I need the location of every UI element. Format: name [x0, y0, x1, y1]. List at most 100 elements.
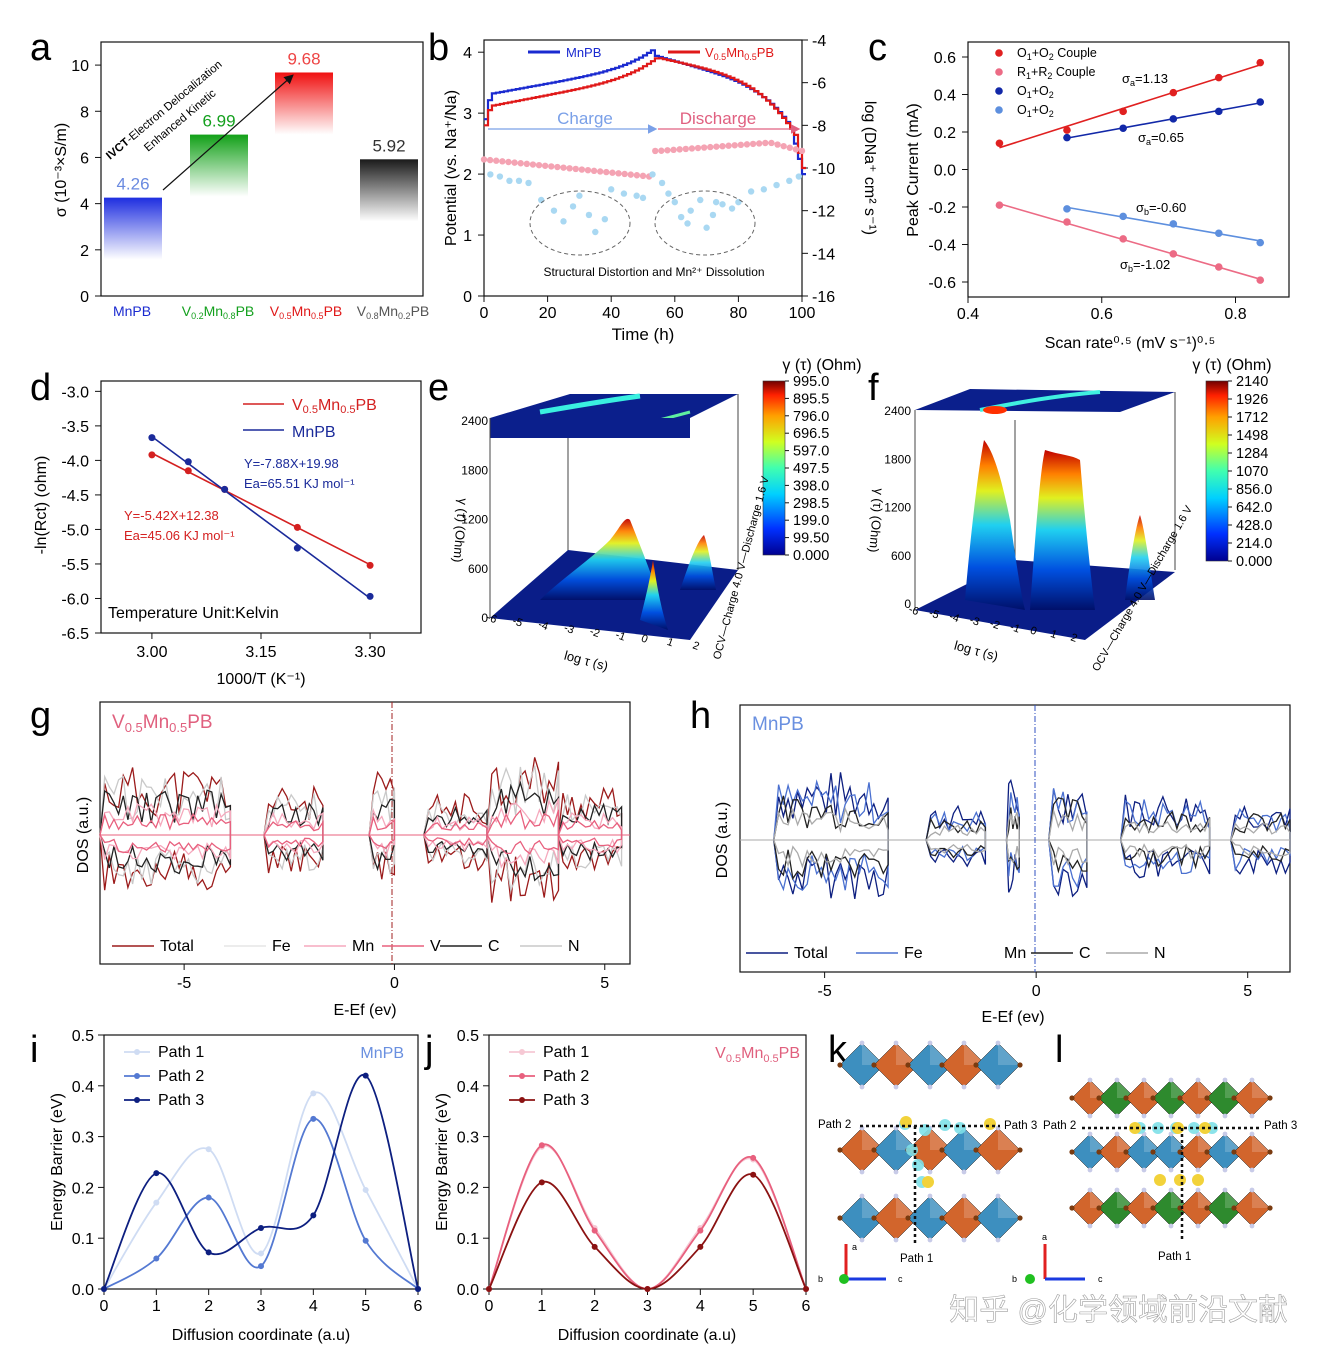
panel-j-xtick-label: 3	[643, 1298, 652, 1315]
panel-d-ytick-label: -4.0	[61, 453, 89, 470]
panel-a-frame	[100, 41, 424, 297]
panel-g-dos-up	[423, 805, 488, 836]
panel-d-point	[293, 544, 301, 552]
colorbar-tick-label: 1284	[1236, 446, 1268, 462]
panel-j-series-point	[591, 1227, 598, 1234]
panel-i-xtick-label: 6	[414, 1298, 423, 1315]
atom-n	[961, 1084, 967, 1090]
panel-j-xlabel: Diffusion coordinate (a.u)	[558, 1327, 736, 1344]
colorbar-tick-label: 696.5	[793, 426, 829, 442]
panel-c-point	[1256, 58, 1265, 67]
panel-b-xtick-label: 100	[789, 305, 816, 322]
panel-d-ytick-label: -5.5	[61, 557, 89, 574]
panel-a-ytick-label: 2	[80, 243, 89, 260]
panel-b-ytick-label: 1	[463, 228, 472, 245]
x-tick-label: -5	[511, 615, 524, 630]
panel-e-zlabel: γ (τ) (Ohm)	[450, 498, 471, 563]
atom-n	[1087, 1077, 1093, 1083]
panel-j-series-point	[750, 1154, 757, 1161]
panel-c-xtick-label: 0.8	[1224, 306, 1246, 323]
atom-n	[1141, 1223, 1147, 1229]
panel-b-diffusion-point-mn	[560, 218, 567, 225]
panel-j-xtick-label: 6	[802, 1298, 811, 1315]
panel-g-dos-down	[486, 834, 560, 882]
panel-b-diffusion-point-v	[774, 141, 781, 148]
atom-n	[1195, 1223, 1201, 1229]
panel-b-diffusion-point-mn	[735, 198, 742, 206]
panel-b-diffusion-point-v	[688, 145, 696, 152]
panel-i-series-point	[153, 1170, 160, 1177]
panel-b-diffusion-point-v	[615, 170, 622, 177]
panel-g-dos-down	[557, 834, 623, 862]
panel-j-series-point	[644, 1286, 651, 1292]
atom-c	[1267, 1205, 1273, 1211]
panel-l-na-ion	[1152, 1122, 1164, 1134]
panel-j-series-line	[488, 1173, 807, 1290]
panel-c-point	[1119, 212, 1127, 221]
atom-n	[1114, 1167, 1120, 1173]
panel-c-fit-line	[1066, 102, 1261, 139]
panel-b-diffusion-point-v	[658, 147, 665, 154]
panel-i-series-line	[103, 1117, 419, 1290]
panel-b-diffusion-point-v	[603, 168, 610, 176]
panel-b-diffusion-point-v	[486, 156, 494, 164]
atom-n	[927, 1169, 933, 1175]
panel-h-legend-label: Mn	[1004, 945, 1026, 962]
panel-b-diffusion-point-v	[713, 143, 720, 150]
panel-i-series-point	[205, 1146, 212, 1153]
panel-i-series-point	[153, 1199, 160, 1206]
panel-letter-a: a	[30, 27, 52, 69]
panel-c-point	[1256, 276, 1265, 284]
panel-b-diffusion-point-v	[566, 165, 573, 172]
panel-i-series-point	[258, 1263, 264, 1270]
atom-n	[1087, 1131, 1093, 1137]
panel-i-legend-label: Path 3	[158, 1092, 204, 1109]
panel-c-legend-marker	[995, 68, 1003, 76]
panel-d-xtick-label: 3.15	[245, 644, 276, 661]
panel-b-diffusion-point-v	[511, 159, 518, 166]
panel-b-diffusion-point-mn	[592, 228, 599, 236]
panel-l-octahedron-facet	[1252, 1190, 1270, 1208]
atom-n	[995, 1040, 1001, 1046]
z-tick-label: 600	[468, 562, 488, 576]
colorbar-tick-label: 199.0	[793, 513, 829, 529]
panel-g-legend-label: C	[488, 938, 500, 955]
panel-k-octahedron-facet	[862, 1043, 884, 1065]
panel-g-dos-down	[557, 834, 623, 869]
panel-a-bar	[275, 72, 333, 135]
panel-g-legend-label: N	[568, 938, 580, 955]
panel-c-ytick-label: 0.4	[934, 88, 956, 105]
atom-n	[1222, 1187, 1228, 1193]
panel-b-diffusion-point-mn	[760, 186, 768, 193]
panel-c-point	[1169, 88, 1178, 97]
panel-b-diffusion-point-mn	[684, 220, 691, 227]
panel-letter-f: f	[868, 367, 879, 409]
panel-j-ytick-label: 0.0	[457, 1282, 479, 1299]
panel-b-diffusion-point-v	[548, 163, 555, 170]
panel-c-ytick-label: 0.6	[934, 50, 956, 67]
panel-c-point	[1063, 126, 1071, 134]
panel-c-point	[1256, 238, 1265, 247]
panel-l-na-site	[1129, 1122, 1141, 1134]
atom-n	[1195, 1167, 1201, 1173]
panel-g-legend-label: Fe	[272, 938, 291, 955]
panel-i-xtick-label: 3	[257, 1298, 266, 1315]
panel-i-xtick-label: 4	[309, 1298, 318, 1315]
panel-b-charge-label: Charge	[557, 109, 613, 128]
panel-b-diffusion-point-mn	[601, 216, 609, 223]
panel-b-charge-discharge: 0 20 40 60 80 100 0 1 2 3 4 -4 -6 -8 -10 -12 -14 -16 Time…	[443, 33, 878, 344]
panel-h-dos-down	[925, 839, 987, 859]
atom-n	[1249, 1223, 1255, 1229]
panel-letter-h: h	[690, 695, 711, 737]
panel-b-diffusion-point-v	[596, 168, 604, 175]
panel-b-diffusion-point-mn	[712, 198, 720, 206]
panel-b-xtick-label: 60	[666, 305, 684, 322]
panel-h-frame	[739, 704, 1291, 973]
panel-i-legend-marker	[134, 1073, 140, 1079]
colorbar-tick-label: 856.0	[1236, 482, 1272, 498]
panel-h-xtick-label: 5	[1243, 983, 1252, 1000]
atom-n	[1249, 1167, 1255, 1173]
panel-c-ytick-label: 0.0	[934, 163, 956, 180]
panel-k-octahedron-facet	[964, 1128, 986, 1150]
panel-k-octahedron-facet	[998, 1196, 1020, 1218]
